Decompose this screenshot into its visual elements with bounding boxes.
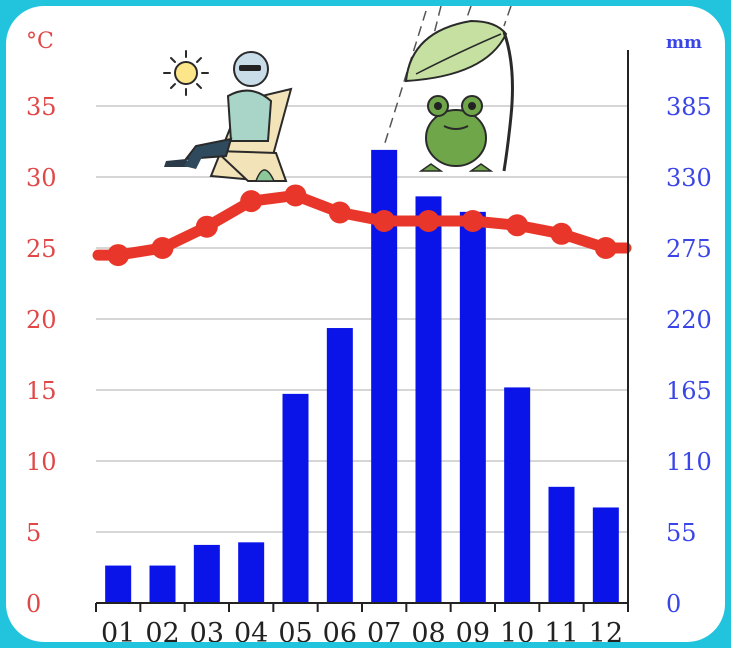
right-tick-label: 275 — [666, 235, 712, 263]
precipitation-bar — [592, 507, 619, 603]
right-tick-label: 55 — [666, 519, 697, 547]
right-axis-ticks: 0 55 110 165 220 275 330 385 — [666, 93, 712, 618]
temperature-point — [107, 244, 130, 267]
left-tick-label: 10 — [26, 448, 57, 476]
temperature-point — [461, 210, 484, 233]
right-tick-label: 220 — [666, 306, 712, 334]
x-tick-label: 02 — [145, 618, 179, 642]
temperature-line — [92, 184, 632, 267]
temperature-point — [373, 210, 396, 233]
x-tick-label: 03 — [190, 618, 224, 642]
x-tick-label: 07 — [367, 618, 401, 642]
precipitation-bar — [459, 211, 486, 603]
frog-under-leaf-in-rain-icon — [383, 6, 514, 172]
x-tick-label: 04 — [234, 618, 268, 642]
precipitation-bar — [326, 328, 353, 603]
temperature-point — [417, 210, 440, 233]
grid-lines — [96, 105, 628, 533]
precipitation-bar — [415, 196, 442, 603]
temperature-point — [550, 222, 573, 245]
left-tick-label: 15 — [26, 377, 57, 405]
right-axis-unit: mm — [666, 33, 702, 53]
left-axis-ticks: 0 5 10 15 20 25 30 35 — [26, 93, 57, 618]
climate-chart-card: 01 02 03 04 05 06 07 08 09 10 11 12 0 5 10 15 20 25 30 35 … — [6, 6, 725, 642]
x-axis-ticks: 01 02 03 04 05 06 07 08 09 10 11 12 — [95, 603, 629, 642]
temperature-point — [195, 215, 218, 238]
temperature-line-path — [92, 189, 632, 261]
precipitation-bar — [548, 486, 575, 603]
right-tick-label: 165 — [666, 377, 712, 405]
axes — [96, 50, 629, 604]
left-tick-label: 35 — [26, 93, 57, 121]
precipitation-bar — [238, 542, 265, 603]
left-tick-label: 5 — [26, 519, 41, 547]
x-tick-label: 12 — [589, 618, 623, 642]
right-tick-label: 0 — [666, 590, 681, 618]
precipitation-bar — [105, 565, 132, 603]
right-tick-label: 385 — [666, 93, 712, 121]
x-tick-label: 10 — [500, 618, 534, 642]
precipitation-bar — [149, 565, 176, 603]
right-tick-label: 330 — [666, 164, 712, 192]
x-tick-label: 09 — [456, 618, 490, 642]
sunbather-with-sun-icon — [163, 50, 293, 183]
left-tick-label: 25 — [26, 235, 57, 263]
sun-icon — [163, 50, 209, 96]
temperature-point — [151, 237, 174, 259]
x-tick-label: 11 — [544, 618, 578, 642]
left-tick-label: 20 — [26, 306, 57, 334]
left-axis-unit: °C — [26, 29, 54, 54]
precipitation-bar — [282, 393, 309, 603]
temperature-point — [506, 214, 529, 237]
right-tick-label: 110 — [666, 448, 712, 476]
x-tick-label: 06 — [323, 618, 357, 642]
x-tick-label: 05 — [278, 618, 312, 642]
left-tick-label: 0 — [26, 590, 41, 618]
precipitation-bar — [193, 544, 220, 603]
temperature-point — [594, 237, 617, 259]
temperature-point — [240, 190, 263, 213]
x-tick-label: 08 — [411, 618, 445, 642]
temperature-point — [328, 201, 351, 224]
x-tick-label: 01 — [101, 618, 135, 642]
precipitation-bar — [504, 387, 531, 603]
climate-chart: 01 02 03 04 05 06 07 08 09 10 11 12 05101520253035 … — [26, 6, 712, 642]
temperature-point — [284, 184, 307, 207]
left-tick-label: 30 — [26, 164, 57, 192]
